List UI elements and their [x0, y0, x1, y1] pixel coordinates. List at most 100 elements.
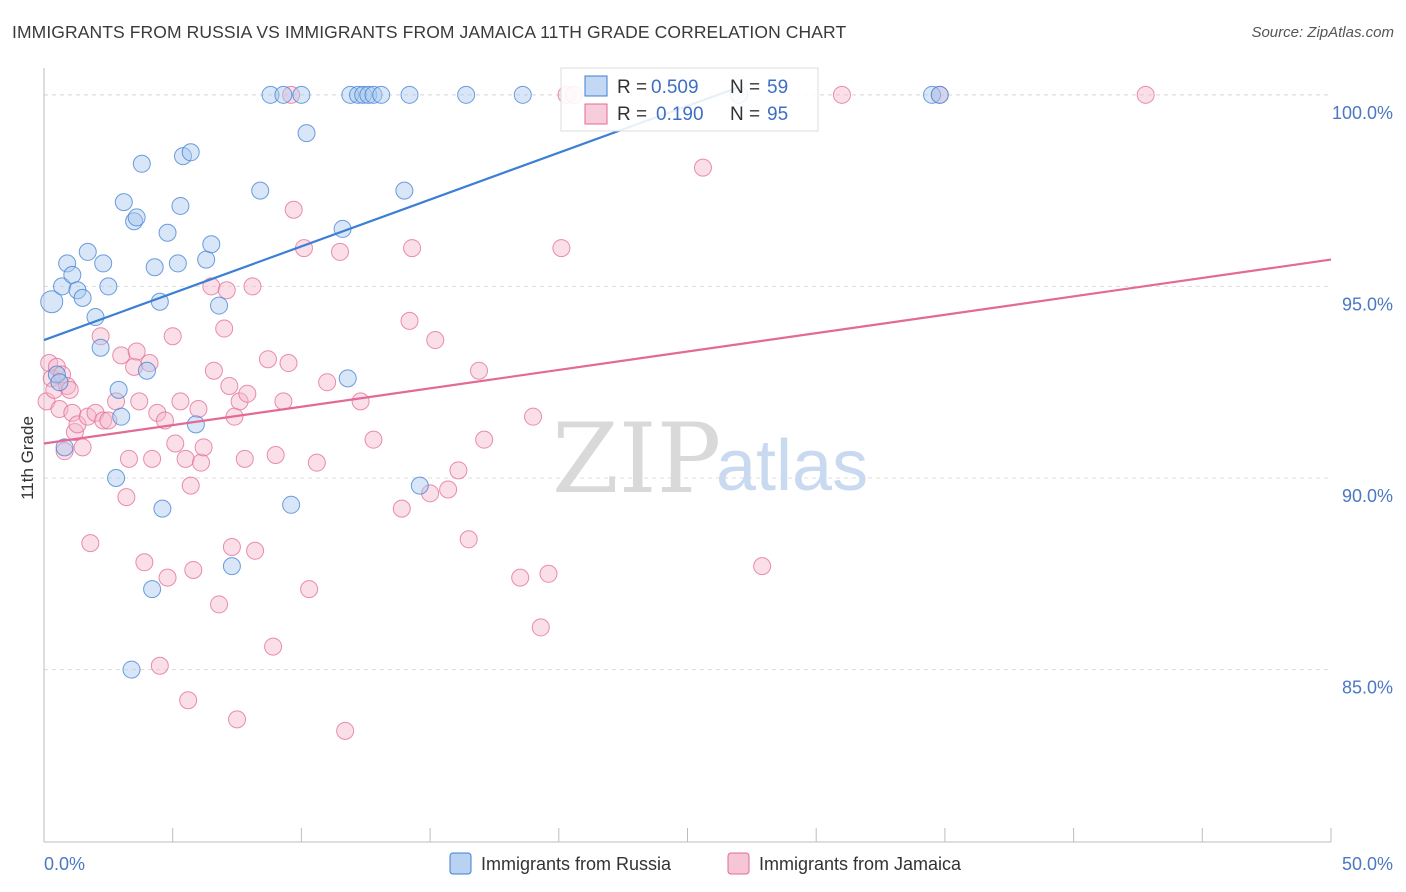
russia-point: [410, 476, 429, 495]
russia-point: [457, 85, 476, 104]
russia-point: [202, 235, 221, 254]
jamaica-point: [421, 484, 440, 503]
russia-point: [112, 407, 131, 426]
russia-point: [127, 208, 146, 227]
russia-point: [197, 250, 216, 269]
jamaica-n-value: 95: [767, 104, 788, 125]
jamaica-point: [336, 721, 355, 740]
series-legend: Immigrants from Russia Immigrants from J…: [449, 852, 962, 875]
russia-point: [338, 369, 357, 388]
jamaica-point: [511, 568, 530, 587]
jamaica-point: [222, 537, 241, 556]
jamaica-point: [202, 277, 221, 296]
russia-point: [297, 124, 316, 143]
jamaica-point: [194, 438, 213, 457]
russia-point: [222, 557, 241, 576]
jamaica-r-value: 0.190: [656, 104, 704, 125]
russia-point: [282, 495, 301, 514]
stats-legend: R = 0.509 N = 59 R = 0.190 N = 95: [560, 67, 819, 132]
jamaica-point: [81, 534, 100, 553]
jamaica-point: [210, 595, 229, 614]
jamaica-point: [552, 239, 571, 258]
jamaica-point: [539, 564, 558, 583]
jamaica-point: [215, 319, 234, 338]
russia-point: [53, 277, 72, 296]
russia-point: [114, 193, 133, 212]
legend-label-jamaica: Immigrants from Jamaica: [759, 854, 962, 874]
russia-point: [395, 181, 414, 200]
jamaica-trend-line: [43, 258, 1332, 445]
watermark-zip: ZIP: [552, 403, 721, 515]
russia-point: [132, 154, 151, 173]
russia-point: [274, 85, 293, 104]
russia-point: [513, 85, 532, 104]
russia-point: [99, 277, 118, 296]
russia-point: [63, 265, 82, 284]
russia-point: [341, 85, 360, 104]
russia-point: [73, 288, 92, 307]
x-tick-label-max: 50.0%: [1342, 854, 1393, 874]
russia-point: [372, 85, 391, 104]
jamaica-point: [351, 392, 370, 411]
jamaica-point: [282, 85, 301, 104]
x-tick-label-min: 0.0%: [44, 854, 85, 874]
jamaica-point: [243, 277, 262, 296]
jamaica-point: [119, 449, 138, 468]
jamaica-point: [274, 392, 293, 411]
russia-point: [143, 580, 162, 599]
legend-swatch-jamaica: [727, 852, 750, 875]
jamaica-point: [135, 553, 154, 572]
jamaica-point: [531, 618, 550, 637]
russia-point: [251, 181, 270, 200]
russia-point: [186, 415, 205, 434]
russia-point: [292, 85, 311, 104]
russia-r-label: R =: [617, 77, 647, 98]
source-credit: Source: ZipAtlas.com: [1251, 24, 1394, 41]
russia-point: [349, 85, 368, 104]
jamaica-point: [449, 461, 468, 480]
jamaica-point: [148, 403, 167, 422]
jamaica-point: [364, 430, 383, 449]
russia-point: [930, 85, 949, 104]
jamaica-point: [693, 158, 712, 177]
chart-title: IMMIGRANTS FROM RUSSIA VS IMMIGRANTS FRO…: [12, 22, 847, 42]
jamaica-point: [1136, 85, 1155, 104]
y-tick-label: 100.0%: [1332, 103, 1393, 123]
russia-n-label: N =: [730, 77, 760, 98]
y-tick-labels: 85.0% 90.0% 95.0% 100.0%: [1332, 103, 1393, 698]
jamaica-point: [150, 656, 169, 675]
jamaica-point: [235, 449, 254, 468]
russia-point: [181, 143, 200, 162]
russia-point: [122, 660, 141, 679]
legend-swatch-russia: [449, 852, 472, 875]
russia-point: [55, 438, 74, 457]
russia-point: [153, 499, 172, 518]
jamaica-point: [238, 384, 257, 403]
russia-stats-swatch: [584, 75, 608, 97]
jamaica-point: [230, 392, 249, 411]
russia-point: [923, 85, 942, 104]
jamaica-point: [184, 560, 203, 579]
jamaica-point: [117, 488, 136, 507]
jamaica-point: [217, 281, 236, 300]
jamaica-point: [63, 403, 82, 422]
y-tick-label: 95.0%: [1342, 294, 1393, 314]
jamaica-point: [179, 691, 198, 710]
jamaica-points: [37, 85, 1155, 740]
jamaica-stats-swatch: [584, 103, 608, 125]
jamaica-point: [279, 354, 298, 373]
jamaica-point: [220, 377, 239, 396]
russia-points: [40, 85, 949, 679]
jamaica-point: [246, 541, 265, 560]
russia-point: [364, 85, 383, 104]
jamaica-point: [130, 392, 149, 411]
jamaica-point: [426, 331, 445, 350]
jamaica-n-label: N =: [730, 104, 760, 125]
jamaica-point: [228, 710, 247, 729]
jamaica-point: [832, 85, 851, 104]
russia-point: [359, 85, 378, 104]
russia-point: [40, 290, 64, 314]
jamaica-point: [392, 499, 411, 518]
jamaica-point: [318, 373, 337, 392]
